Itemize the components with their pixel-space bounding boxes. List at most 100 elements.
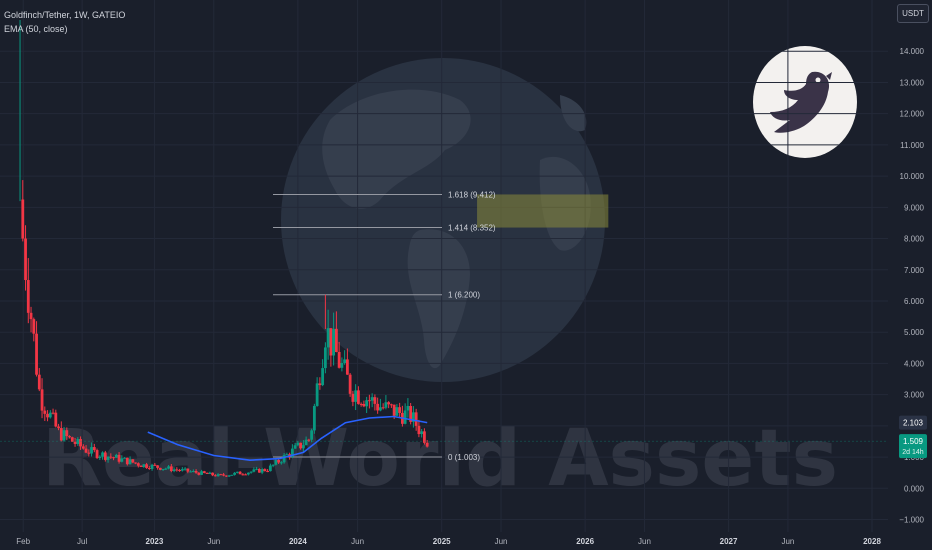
- candle-body[interactable]: [134, 462, 137, 464]
- candle-body[interactable]: [354, 390, 358, 402]
- candle-body[interactable]: [351, 393, 355, 402]
- candle-body[interactable]: [395, 407, 399, 416]
- candle-body[interactable]: [150, 464, 154, 469]
- candle-body[interactable]: [389, 404, 393, 406]
- candle-body[interactable]: [103, 452, 107, 460]
- candle-body[interactable]: [24, 238, 27, 281]
- candle-body[interactable]: [373, 397, 377, 404]
- candle-body[interactable]: [412, 412, 415, 422]
- candle-body[interactable]: [356, 390, 360, 404]
- candle-body[interactable]: [219, 474, 223, 476]
- candle-body[interactable]: [169, 466, 173, 472]
- candle-body[interactable]: [293, 445, 297, 449]
- candle-body[interactable]: [263, 469, 267, 472]
- candle-body[interactable]: [301, 445, 305, 449]
- candle-body[interactable]: [178, 469, 181, 471]
- candle-body[interactable]: [282, 455, 286, 463]
- candle-body[interactable]: [348, 374, 352, 394]
- candle-body[interactable]: [381, 407, 385, 409]
- candle-body[interactable]: [205, 472, 209, 474]
- candle-body[interactable]: [106, 456, 110, 460]
- candle-body[interactable]: [136, 463, 140, 466]
- candle-body[interactable]: [153, 464, 157, 466]
- candle-body[interactable]: [246, 472, 250, 475]
- candle-body[interactable]: [112, 457, 115, 459]
- candle-body[interactable]: [208, 472, 212, 474]
- candle-body[interactable]: [332, 328, 336, 356]
- candle-body[interactable]: [51, 412, 55, 414]
- candle-body[interactable]: [387, 402, 391, 405]
- candle-body[interactable]: [189, 471, 192, 473]
- candle-body[interactable]: [345, 359, 349, 375]
- candle-body[interactable]: [202, 471, 206, 473]
- candle-body[interactable]: [109, 456, 113, 458]
- candle-body[interactable]: [62, 430, 66, 441]
- candle-body[interactable]: [260, 469, 264, 473]
- candle-body[interactable]: [57, 426, 60, 429]
- candle-body[interactable]: [167, 466, 170, 469]
- candle-body[interactable]: [84, 448, 88, 453]
- candle-body[interactable]: [323, 347, 327, 369]
- candle-body[interactable]: [37, 374, 41, 390]
- candle-body[interactable]: [145, 464, 148, 468]
- candle-body[interactable]: [249, 471, 253, 473]
- candle-body[interactable]: [227, 475, 231, 477]
- candle-body[interactable]: [340, 362, 344, 368]
- candle-body[interactable]: [290, 448, 294, 457]
- candle-body[interactable]: [81, 446, 85, 449]
- candle-body[interactable]: [420, 431, 424, 435]
- candle-body[interactable]: [222, 474, 225, 476]
- candle-body[interactable]: [244, 474, 248, 476]
- candle-body[interactable]: [35, 333, 38, 375]
- candle-body[interactable]: [164, 468, 168, 470]
- candle-body[interactable]: [285, 454, 289, 456]
- ema-line[interactable]: [147, 415, 428, 462]
- candle-body[interactable]: [79, 439, 82, 447]
- candle-body[interactable]: [200, 471, 203, 475]
- currency-button[interactable]: USDT: [897, 4, 929, 23]
- candle-body[interactable]: [268, 465, 272, 472]
- candle-body[interactable]: [48, 412, 52, 418]
- candle-body[interactable]: [32, 319, 36, 334]
- candle-body[interactable]: [156, 465, 159, 468]
- candle-body[interactable]: [384, 402, 388, 408]
- candle-body[interactable]: [337, 352, 341, 368]
- candle-body[interactable]: [65, 430, 69, 437]
- candle-body[interactable]: [266, 471, 270, 473]
- candle-body[interactable]: [158, 467, 162, 470]
- candle-body[interactable]: [367, 400, 371, 402]
- candle-body[interactable]: [87, 452, 91, 454]
- candle-body[interactable]: [312, 405, 316, 431]
- candle-body[interactable]: [277, 460, 281, 463]
- candle-body[interactable]: [29, 312, 33, 320]
- candle-body[interactable]: [257, 468, 261, 473]
- candle-body[interactable]: [101, 452, 104, 457]
- candle-body[interactable]: [376, 403, 380, 411]
- candle-body[interactable]: [299, 442, 303, 449]
- candle-body[interactable]: [90, 447, 93, 454]
- candle-body[interactable]: [54, 412, 58, 427]
- candle-body[interactable]: [131, 459, 135, 463]
- candle-body[interactable]: [191, 470, 195, 472]
- candle-body[interactable]: [183, 468, 187, 470]
- candle-body[interactable]: [235, 471, 239, 473]
- candle-body[interactable]: [230, 474, 234, 476]
- candle-body[interactable]: [329, 328, 333, 356]
- candle-body[interactable]: [172, 469, 176, 472]
- candle-body[interactable]: [120, 458, 124, 462]
- candle-body[interactable]: [117, 454, 121, 462]
- candle-body[interactable]: [343, 359, 347, 363]
- candle-body[interactable]: [370, 397, 374, 401]
- candle-body[interactable]: [76, 439, 80, 444]
- symbol-title[interactable]: Goldfinch/Tether, 1W, GATEIO: [4, 10, 126, 20]
- candle-body[interactable]: [21, 199, 25, 239]
- candle-body[interactable]: [274, 460, 278, 465]
- candle-body[interactable]: [68, 436, 71, 438]
- candle-body[interactable]: [40, 389, 44, 411]
- candle-body[interactable]: [271, 464, 275, 466]
- candle-body[interactable]: [128, 459, 132, 465]
- y-axis[interactable]: −1.0000.0001.0002.0003.0004.0005.0006.00…: [888, 0, 932, 550]
- fibonacci-levels[interactable]: 1.618 (9.412) 1.414 (8.352) 1 (6.200) 0 (1.…: [273, 190, 496, 462]
- candle-body[interactable]: [241, 474, 245, 476]
- candle-body[interactable]: [139, 465, 143, 467]
